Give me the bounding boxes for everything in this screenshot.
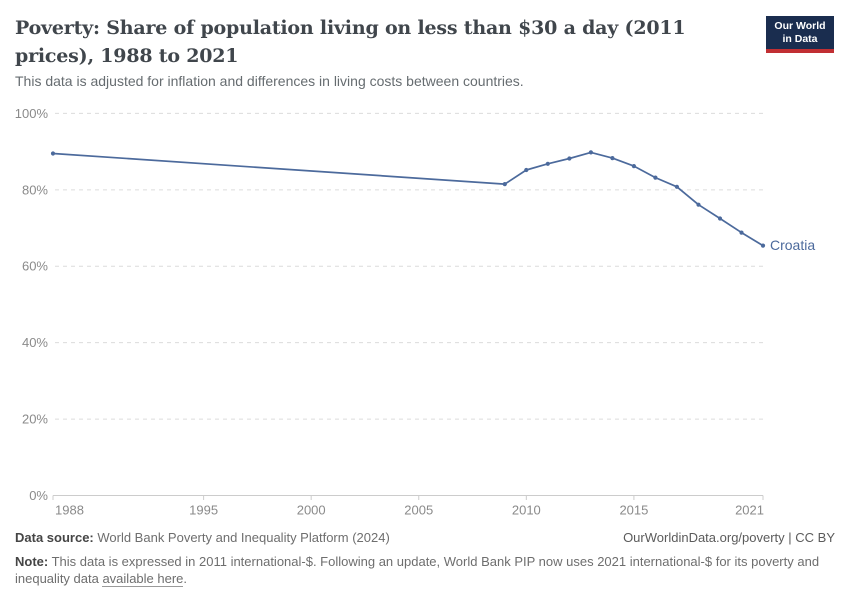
note-suffix: . bbox=[183, 571, 188, 586]
data-point bbox=[502, 182, 507, 187]
available-here-link[interactable]: available here bbox=[102, 571, 184, 587]
y-tick-label: 0% bbox=[29, 488, 48, 503]
y-tick-label: 60% bbox=[22, 259, 48, 274]
line-chart: 0% 20% 40% 60% 80% 100% 1988 1995 2000 2005 2010 20… bbox=[0, 98, 850, 528]
data-point bbox=[653, 175, 658, 180]
y-tick-label: 80% bbox=[22, 182, 48, 197]
data-point bbox=[545, 161, 550, 166]
x-tick-label: 2015 bbox=[619, 503, 648, 518]
owid-logo-text: Our World in Data bbox=[766, 16, 834, 49]
y-tick-label: 40% bbox=[22, 335, 48, 350]
note-text: This data is expressed in 2011 internati… bbox=[15, 554, 820, 586]
series-end-label: Croatia bbox=[770, 237, 815, 253]
x-tick-label: 1988 bbox=[55, 503, 84, 518]
owid-logo[interactable]: Our World in Data bbox=[766, 16, 834, 53]
footer-source-row: Data source: World Bank Poverty and Ineq… bbox=[15, 529, 835, 546]
data-point bbox=[50, 151, 56, 156]
x-tick-label: 2005 bbox=[404, 503, 433, 518]
data-point bbox=[739, 230, 744, 235]
line-series-croatia bbox=[52, 151, 764, 247]
y-tick-label: 100% bbox=[15, 106, 49, 121]
note-label: Note: bbox=[15, 554, 49, 569]
data-point bbox=[524, 167, 529, 173]
footer-note: Note: This data is expressed in 2011 int… bbox=[15, 553, 835, 587]
data-point bbox=[610, 156, 615, 161]
line-chart-svg: 0% 20% 40% 60% 80% 100% 1988 1995 2000 2005 2010 20… bbox=[15, 106, 816, 518]
data-point bbox=[717, 216, 723, 221]
page-title: Poverty: Share of population living on l… bbox=[15, 17, 686, 67]
data-point bbox=[674, 184, 680, 189]
data-source-label: Data source: bbox=[15, 530, 94, 545]
x-tick-label: 2000 bbox=[297, 503, 326, 518]
data-point bbox=[631, 164, 637, 169]
data-point bbox=[567, 156, 572, 161]
data-point bbox=[696, 202, 701, 207]
data-point bbox=[760, 243, 766, 248]
data-source: Data source: World Bank Poverty and Ineq… bbox=[15, 529, 390, 546]
chart-subtitle: This data is adjusted for inflation and … bbox=[15, 73, 524, 89]
chart-footer: Data source: World Bank Poverty and Ineq… bbox=[15, 529, 835, 587]
x-tick-label: 1995 bbox=[189, 503, 218, 518]
attribution-link[interactable]: OurWorldinData.org/poverty | CC BY bbox=[623, 530, 835, 545]
data-source-value: World Bank Poverty and Inequality Platfo… bbox=[93, 530, 390, 545]
x-tick-label: 2021 bbox=[735, 503, 764, 518]
owid-logo-red-bar bbox=[766, 49, 834, 53]
x-tick-label: 2010 bbox=[512, 503, 541, 518]
y-tick-label: 20% bbox=[22, 412, 48, 427]
data-point bbox=[588, 150, 594, 155]
